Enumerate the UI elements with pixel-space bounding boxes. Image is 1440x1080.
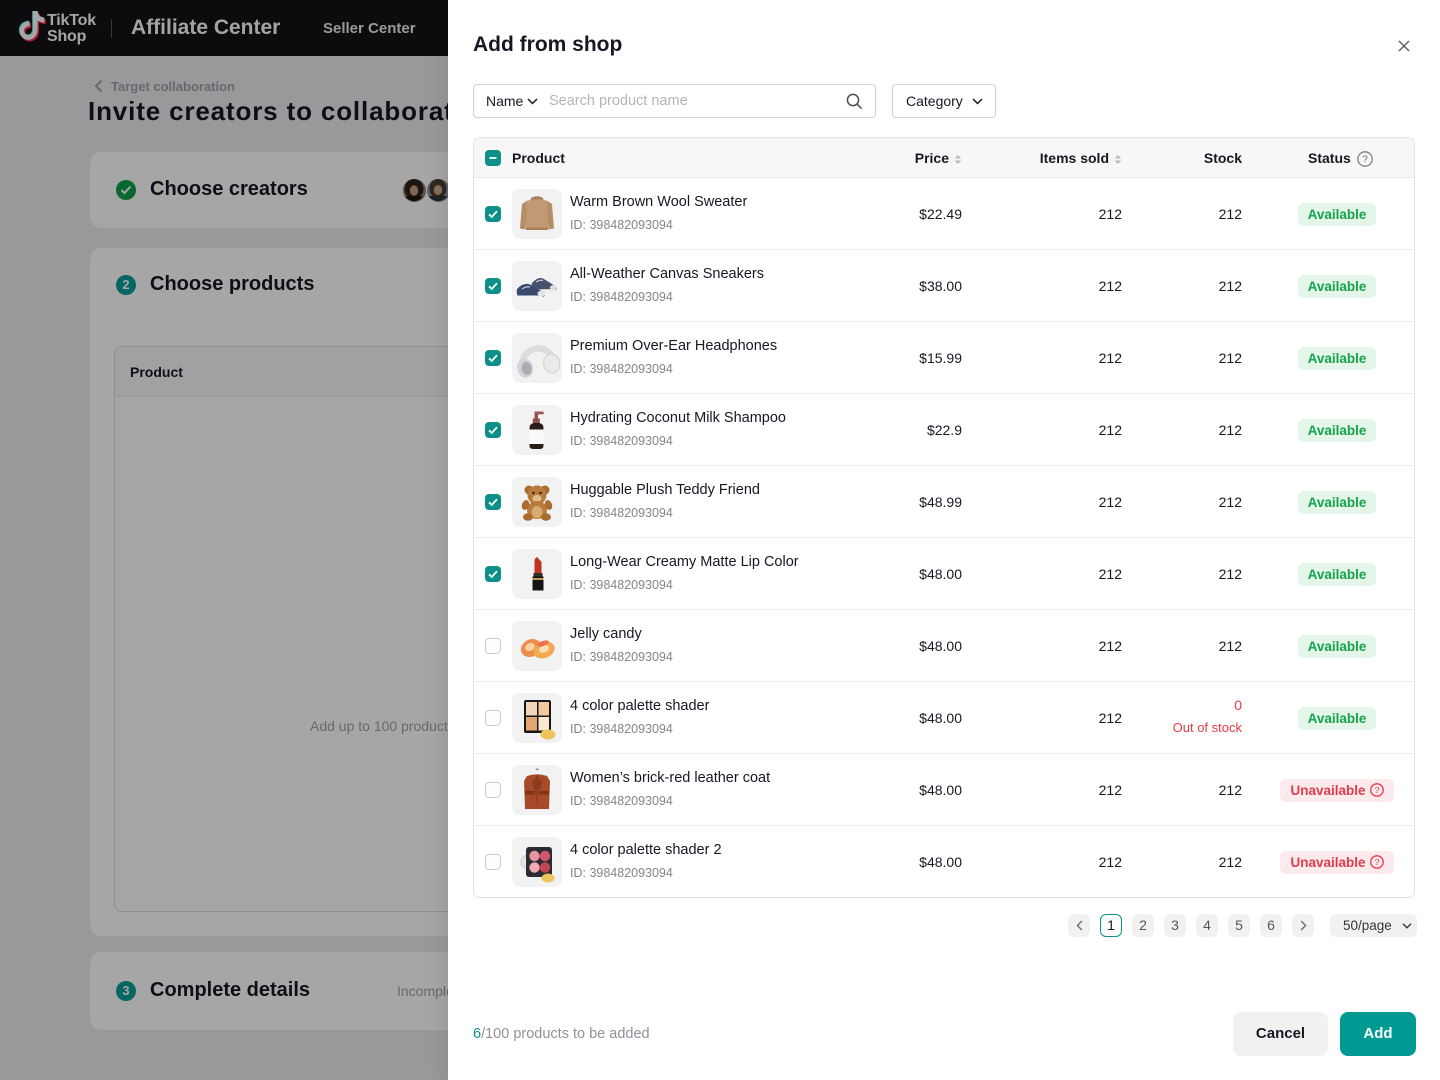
svg-text:?: ? — [1362, 154, 1368, 165]
svg-text:?: ? — [1374, 785, 1379, 795]
svg-text:?: ? — [1374, 857, 1379, 867]
